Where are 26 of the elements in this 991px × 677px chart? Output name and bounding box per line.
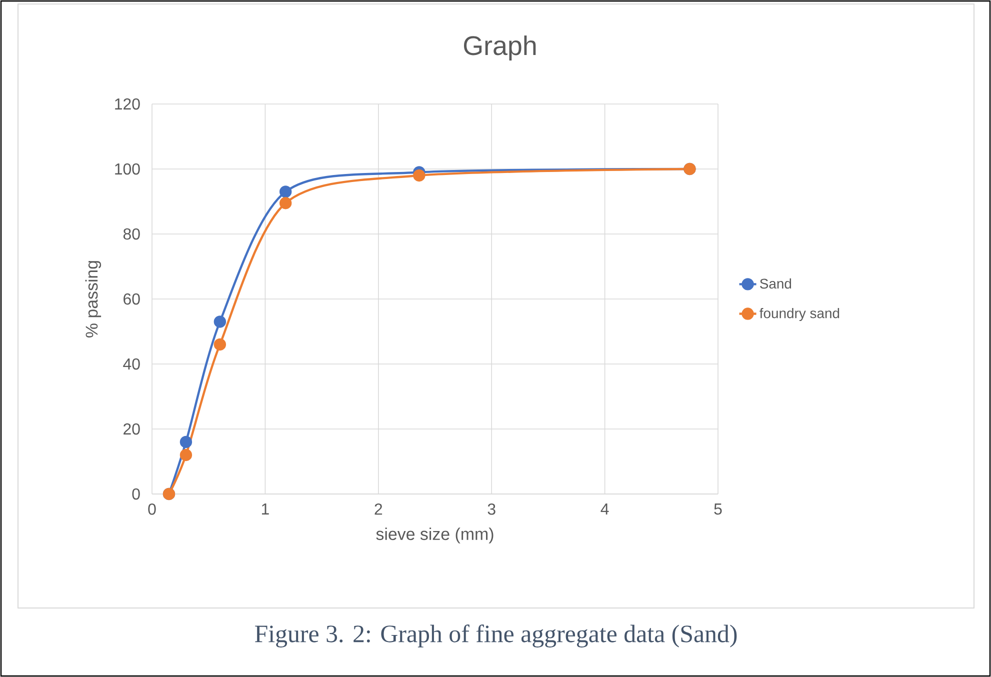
x-axis-title: sieve size (mm) xyxy=(376,528,494,544)
x-tick-label: 0 xyxy=(148,504,156,515)
chart-title: Graph xyxy=(464,35,536,61)
x-tick-label: 1 xyxy=(262,504,269,514)
x-tick-label: 3 xyxy=(488,504,496,515)
point xyxy=(180,448,192,462)
point xyxy=(180,436,192,448)
y-axis-title: % passing xyxy=(85,261,102,338)
point xyxy=(279,197,292,210)
caption: Figure 3. 2: Graph of fine aggregate data (Sand) xyxy=(255,624,737,648)
legend-label: foundry sand xyxy=(760,308,840,321)
y-tick-label: 80 xyxy=(123,228,140,240)
y-tick-label: 0 xyxy=(132,488,140,500)
y-tick-label: 120 xyxy=(115,98,140,110)
y-tick-label: 40 xyxy=(123,358,140,370)
point xyxy=(279,186,292,198)
x-tick-label: 5 xyxy=(714,504,722,515)
point xyxy=(413,169,426,182)
point xyxy=(214,316,226,328)
x-tick-label: 2 xyxy=(374,504,382,515)
point xyxy=(214,338,226,351)
x-tick-label: 4 xyxy=(600,504,609,514)
legend-label: Sand xyxy=(760,278,792,289)
y-tick-label: 60 xyxy=(124,293,140,305)
y-tick-label: 100 xyxy=(115,163,140,175)
y-tick-label: 20 xyxy=(124,423,140,435)
